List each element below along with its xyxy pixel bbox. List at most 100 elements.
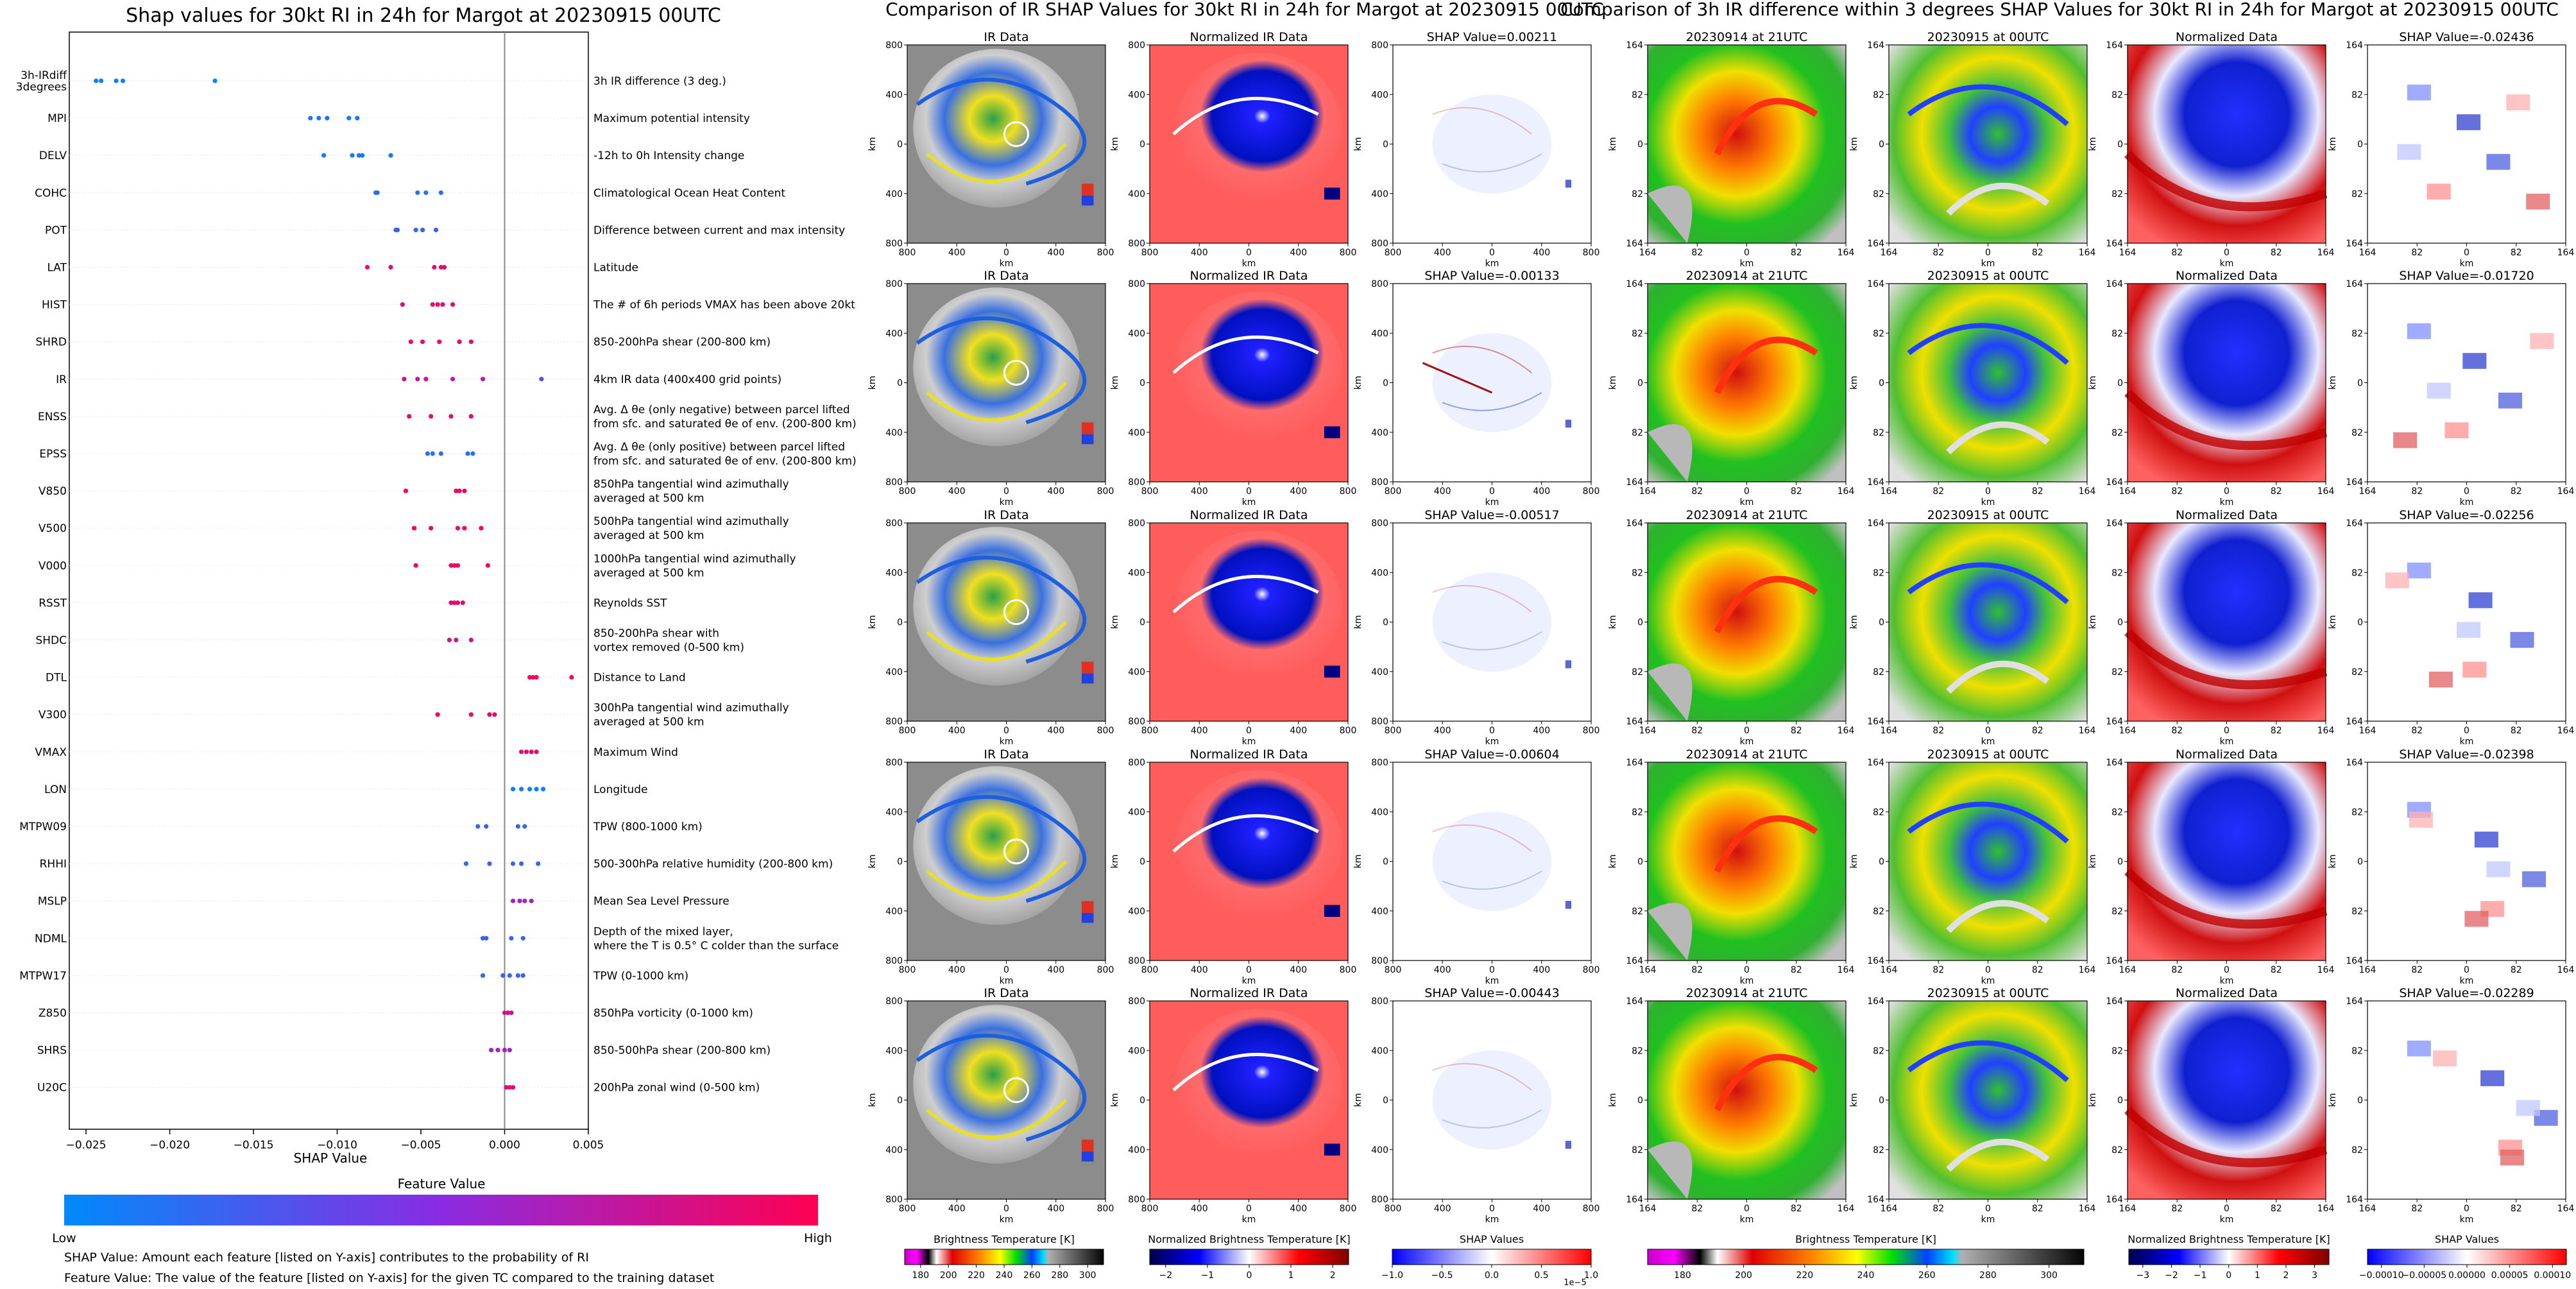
x-tick-label: 0: [2224, 726, 2230, 736]
feature-name: SHRD: [36, 336, 67, 349]
y-tick-label: 0: [1139, 1096, 1145, 1106]
x-tick-label: 82: [2271, 1204, 2282, 1214]
y-tick-label: 164: [2346, 40, 2363, 51]
shap-point: [455, 525, 461, 531]
feature-name: NDML: [35, 932, 67, 945]
shap-point: [509, 935, 514, 941]
x-tick-label: 400: [1191, 965, 1208, 975]
diff-curr-title: 20230915 at 00UTC: [1927, 30, 2049, 44]
y-tick-label: 800: [1371, 758, 1388, 768]
x-tick-label: 164: [1838, 486, 1855, 497]
shap-point: [94, 78, 99, 83]
x-tick-label: 82: [2032, 965, 2043, 975]
feature-name: EPSS: [39, 448, 67, 461]
x-tick-label: 82: [1932, 486, 1944, 497]
shap-point: [534, 787, 539, 792]
shap-point: [452, 600, 457, 606]
ir-brightness-colorbar-tick-label: 300: [1079, 1270, 1096, 1281]
x-tick-label: 82: [1932, 965, 1944, 975]
y-axis-label: km: [867, 615, 878, 629]
diff-section-title: Comparison of 3h IR difference within 3 …: [1560, 0, 2559, 20]
x-tick-label: 400: [948, 1204, 966, 1214]
shap-point: [470, 451, 475, 456]
shap-point: [536, 861, 541, 866]
y-tick-label: 82: [1632, 329, 1643, 339]
y-tick-label: 82: [2351, 1145, 2363, 1156]
shap-point: [433, 227, 439, 232]
shap-point: [457, 488, 462, 493]
shap-point: [407, 414, 412, 419]
shap-point: [506, 1010, 511, 1016]
colorbar-title: Feature Value: [398, 1176, 486, 1191]
y-axis-label: km: [1849, 855, 1859, 869]
ir-data-title: IR Data: [984, 269, 1028, 283]
y-tick-label: 800: [1128, 239, 1145, 249]
shap-point: [455, 600, 461, 606]
shap-point: [495, 1048, 500, 1053]
ir-brightness-colorbar-label: Brightness Temperature [K]: [934, 1233, 1075, 1245]
shap-point: [395, 227, 400, 232]
y-tick-label: 164: [1626, 279, 1643, 289]
ir-brightness-colorbar-tick-label: 240: [996, 1270, 1013, 1281]
y-tick-label: 0: [1879, 379, 1884, 389]
shap-point: [440, 302, 445, 307]
y-tick-label: 164: [2106, 1195, 2123, 1205]
x-tick-label: 82: [2032, 486, 2043, 497]
diff-shap-colorbar-tick-label: −0.00005: [2402, 1270, 2447, 1281]
y-tick-label: 164: [2346, 758, 2363, 768]
y-tick-label: 164: [2106, 956, 2123, 966]
feature-description: Distance to Land: [593, 672, 686, 685]
shap-point: [519, 787, 524, 792]
x-tick-label: 82: [2171, 1204, 2183, 1214]
ir-normalized-colorbar-tick-label: 2: [1330, 1270, 1336, 1281]
y-tick-label: 82: [2111, 428, 2123, 438]
y-axis-label: km: [2088, 615, 2098, 629]
shap-point: [447, 637, 452, 643]
shap-point: [457, 339, 462, 345]
y-tick-label: 164: [1626, 40, 1643, 51]
shap-point: [539, 377, 544, 382]
y-tick-label: 800: [1371, 40, 1388, 51]
diff-prev-title: 20230914 at 21UTC: [1686, 269, 1808, 283]
diff-shap-colorbar-label: SHAP Values: [2435, 1233, 2499, 1245]
feature-description: 850-200hPa shear (200-800 km): [593, 336, 771, 349]
y-tick-label: 164: [2106, 758, 2123, 768]
y-tick-label: 400: [1128, 907, 1145, 917]
x-tick-label: 800: [1385, 248, 1402, 258]
diff-brightness-colorbar-tick-label: 280: [1979, 1270, 1997, 1281]
shap-image: [1393, 1001, 1591, 1199]
x-axis-label: km: [2460, 1215, 2474, 1225]
x-tick-label: −0.025: [66, 1139, 107, 1152]
y-tick-label: 0: [1383, 857, 1388, 867]
x-tick-label: 800: [1141, 1204, 1159, 1214]
x-tick-label: 164: [2359, 726, 2376, 736]
y-tick-label: 0: [897, 618, 903, 628]
x-tick-label: 164: [1838, 1204, 1855, 1214]
shap-point: [429, 414, 434, 419]
x-tick-label: 82: [1932, 726, 1944, 736]
y-tick-label: 800: [1371, 1195, 1388, 1205]
x-tick-label: 82: [2411, 486, 2423, 497]
x-tick-label: 0: [2224, 248, 2230, 258]
y-tick-label: 0: [1879, 857, 1884, 867]
x-tick-label: 400: [1434, 726, 1451, 736]
diff-prev-title: 20230914 at 21UTC: [1686, 986, 1808, 1000]
shap-point: [534, 749, 539, 755]
ir-shap-title: SHAP Value=0.00211: [1427, 30, 1558, 44]
x-tick-label: 82: [2171, 248, 2183, 258]
y-tick-label: 82: [2111, 189, 2123, 200]
y-tick-label: 400: [1128, 568, 1145, 578]
shap-point: [212, 78, 218, 83]
y-axis-label: km: [1353, 376, 1363, 390]
x-tick-label: 400: [948, 248, 966, 258]
x-tick-label: 0: [1744, 965, 1750, 975]
feature-description: Maximum Wind: [593, 746, 678, 759]
x-axis-label: km: [1242, 259, 1256, 269]
x-axis-label: km: [1485, 497, 1499, 508]
ir-brightness-colorbar-tick-label: 220: [968, 1270, 985, 1281]
y-axis-label: km: [1608, 615, 1618, 629]
shap-point: [355, 115, 360, 121]
normalized-ir-image: [1150, 523, 1348, 721]
y-tick-label: 400: [1371, 90, 1388, 100]
